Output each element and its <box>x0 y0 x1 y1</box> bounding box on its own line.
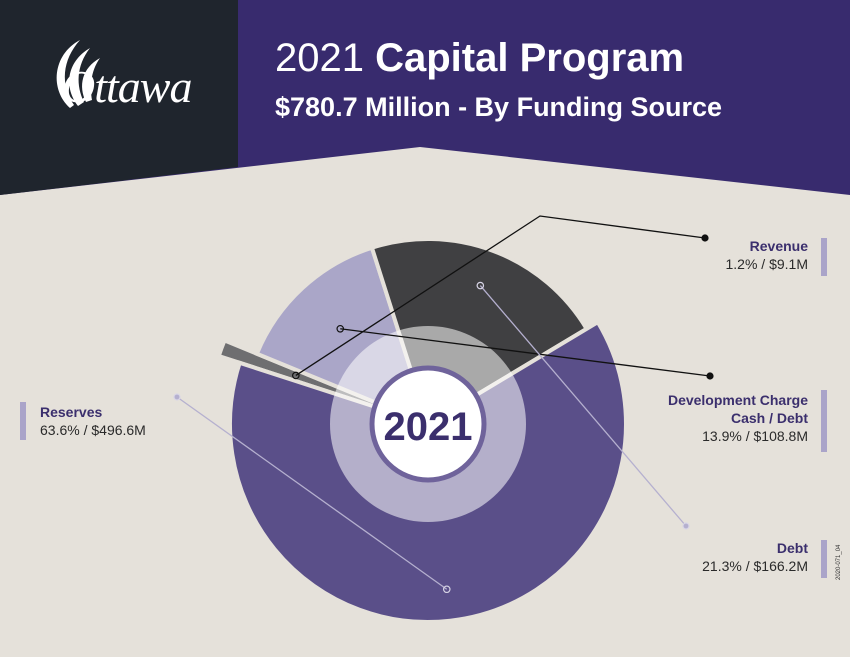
debt-leader-start-dot <box>476 281 485 290</box>
reserves-label-bar <box>20 402 26 440</box>
dcc-label-bar <box>821 390 827 452</box>
document-code: 2020-071_04 <box>836 544 842 580</box>
revenue-label: Revenue 1.2% / $9.1M <box>726 237 809 273</box>
debt-leader-end-dot <box>682 522 690 530</box>
revenue-label-bar <box>821 238 827 276</box>
title-main: Capital Program <box>375 36 685 80</box>
revenue-name: Revenue <box>749 238 808 254</box>
center-badge <box>369 365 487 483</box>
revenue-value: 1.2% / $9.1M <box>725 256 809 272</box>
revenue-leader-start-dot <box>292 371 300 380</box>
page-title: 2021 Capital Program <box>275 36 684 81</box>
ottawa-logo-mark-icon <box>56 40 100 108</box>
dcc-name-line1: Development Charge <box>667 392 808 408</box>
dcc-name-line2: Cash / Debt <box>730 410 808 426</box>
dcc-leader-start-dot <box>336 324 345 333</box>
dcc-leader-end-dot <box>706 372 714 380</box>
leader-lines <box>173 215 714 594</box>
page-subtitle: $780.7 Million - By Funding Source <box>275 92 723 122</box>
revenue-leader-end-dot <box>701 234 709 242</box>
debt-value: 21.3% / $166.2M <box>702 558 808 574</box>
ottawa-wordmark: Ottawa <box>62 61 192 112</box>
revenue-leader-line <box>295 215 706 377</box>
reserves-label: Reserves 63.6% / $496.6M <box>40 403 146 439</box>
dcc-value: 13.9% / $108.8M <box>702 428 808 444</box>
reserves-leader-line <box>176 396 448 590</box>
reserves-name: Reserves <box>40 404 103 420</box>
dcc-leader-line <box>340 328 711 377</box>
title-year: 2021 <box>275 36 364 80</box>
debt-leader-line <box>479 285 687 527</box>
center-year-label: 2021 <box>384 405 473 449</box>
ottawa-logo: Ottawa <box>0 0 238 160</box>
dcc-label: Development Charge Cash / Debt 13.9% / $… <box>668 391 808 445</box>
debt-name: Debt <box>776 540 808 556</box>
debt-label-bar <box>821 540 827 578</box>
reserves-value: 63.6% / $496.6M <box>40 422 146 438</box>
debt-label: Debt 21.3% / $166.2M <box>702 539 808 575</box>
reserves-leader-end-dot <box>173 393 181 401</box>
reserves-leader-start-dot <box>442 585 451 594</box>
